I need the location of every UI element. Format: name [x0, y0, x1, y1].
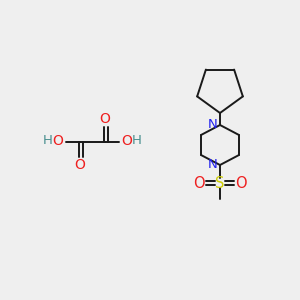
- Text: H: H: [132, 134, 142, 148]
- Text: S: S: [215, 176, 225, 190]
- Text: N: N: [208, 158, 218, 172]
- Text: N: N: [208, 118, 218, 131]
- Text: O: O: [235, 176, 247, 190]
- Text: O: O: [193, 176, 205, 190]
- Text: O: O: [100, 112, 110, 126]
- Text: H: H: [43, 134, 53, 148]
- Text: O: O: [75, 158, 86, 172]
- Text: O: O: [122, 134, 132, 148]
- Text: O: O: [52, 134, 63, 148]
